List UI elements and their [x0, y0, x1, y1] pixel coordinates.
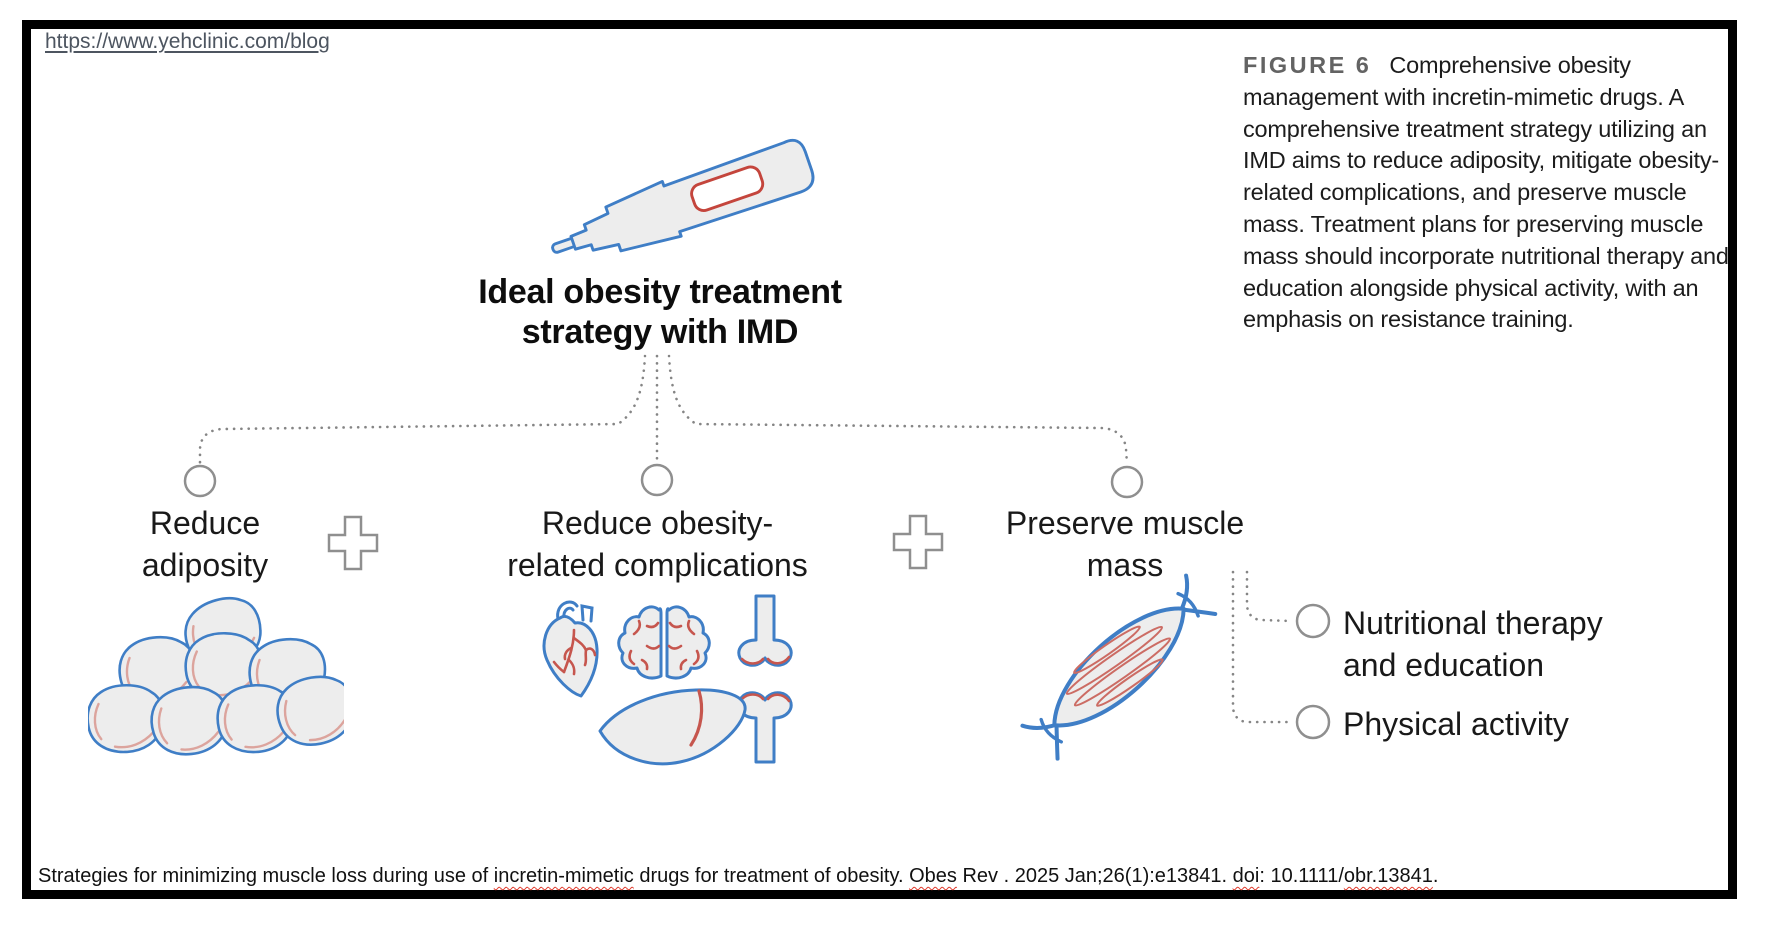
brain-icon	[617, 605, 711, 680]
liver-icon	[598, 688, 747, 766]
branch-2-line2: related complications	[507, 547, 808, 583]
citation-segment: .	[1432, 865, 1439, 887]
branch-3-line1: Preserve muscle	[1005, 505, 1245, 541]
citation-misspelled-word: Obes	[909, 865, 957, 887]
sub-item-physical-activity: Physical activity	[1343, 703, 1569, 745]
citation-misspelled-word: obr.13841	[1343, 865, 1433, 887]
heart-icon	[542, 600, 599, 698]
sub-item-nutritional-therapy: Nutritional therapy and education	[1343, 602, 1603, 686]
figure-caption-label: FIGURE 6	[1243, 52, 1372, 78]
sub-item-1-line1: Nutritional therapy	[1343, 605, 1603, 641]
branch-3-line2: mass	[1086, 547, 1164, 583]
diagram-title-line1: Ideal obesity treatment	[478, 273, 842, 311]
citation-segment: drugs for treatment of obesity.	[633, 865, 910, 887]
figure-caption-body: Comprehensive obesity management with in…	[1243, 52, 1729, 333]
branch-label-reduce-adiposity: Reduce adiposity	[85, 502, 325, 586]
branch-1-line2: adiposity	[141, 547, 269, 583]
citation-segment: Strategies for minimizing muscle loss du…	[38, 865, 494, 887]
citation-misspelled-word: doi	[1232, 865, 1260, 887]
fat-cells-icon	[88, 589, 344, 757]
branch-1-line1: Reduce	[149, 505, 261, 541]
organs-icon	[542, 594, 793, 766]
muscle-icon	[1020, 573, 1218, 761]
citation-segment: Rev . 2025 Jan;26(1):e13841.	[956, 865, 1233, 887]
citation-misspelled-word: incretin-mimetic	[493, 865, 634, 887]
citation-segment: : 10.1111/	[1259, 865, 1344, 887]
figure-frame	[22, 20, 1737, 899]
branch-2-line1: Reduce obesity-	[541, 505, 774, 541]
figure-caption: FIGURE 6 Comprehensive obesity management…	[1243, 50, 1735, 336]
pen-dose-window	[690, 165, 765, 212]
diagram-title: Ideal obesity treatment strategy with IM…	[440, 272, 880, 352]
sub-item-2-line1: Physical activity	[1343, 706, 1569, 742]
sub-item-1-line2: and education	[1343, 647, 1545, 683]
blog-url-link[interactable]: https://www.yehclinic.com/blog	[45, 30, 330, 53]
citation-text: Strategies for minimizing muscle loss du…	[38, 865, 1438, 888]
branch-label-preserve-muscle: Preserve muscle mass	[935, 502, 1315, 586]
joint-icon	[737, 594, 793, 764]
injection-pen-icon	[536, 126, 824, 285]
diagram-title-line2: strategy with IMD	[521, 313, 799, 351]
branch-label-reduce-complications: Reduce obesity- related complications	[465, 502, 850, 586]
